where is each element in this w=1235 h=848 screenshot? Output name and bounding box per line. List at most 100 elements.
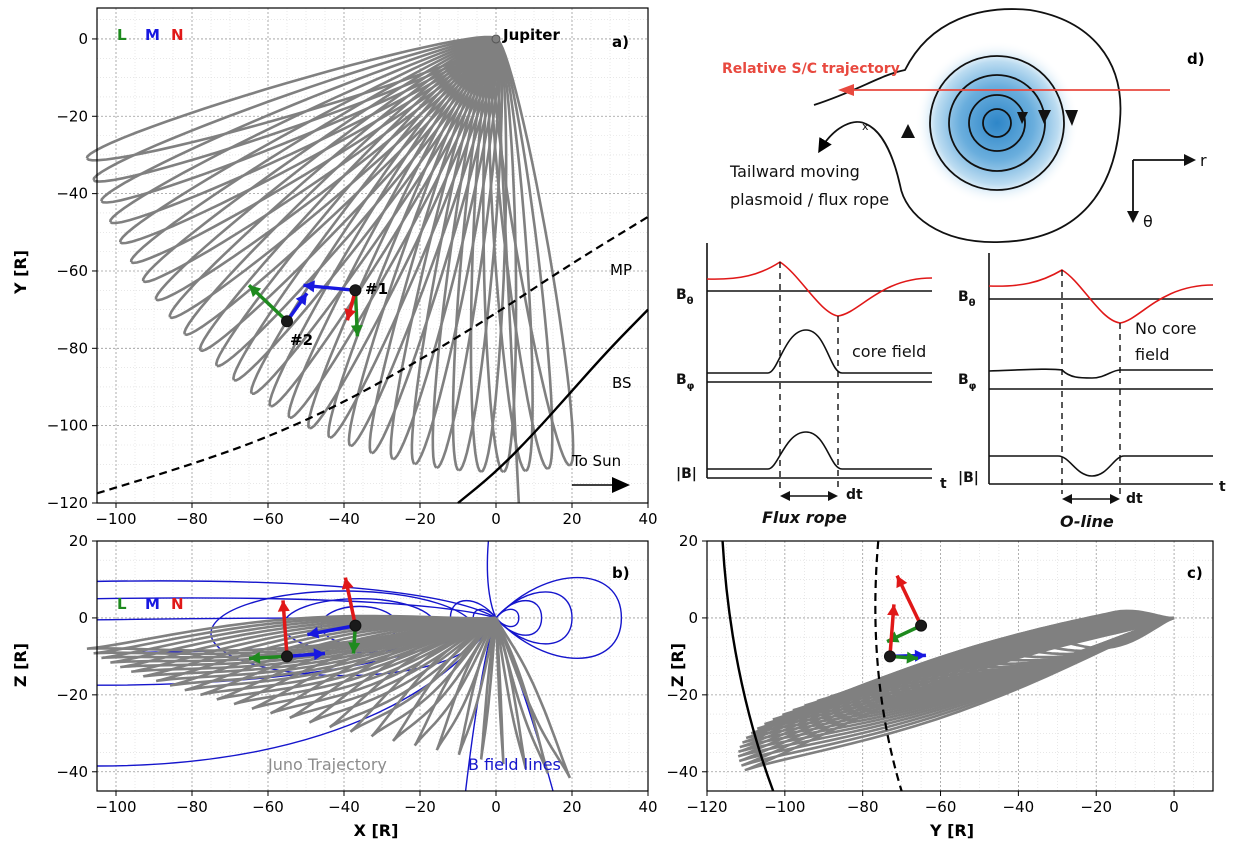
field-line (96, 580, 497, 619)
plasmoid-loop-0 (982, 108, 1012, 138)
x-tick-label: −60 (925, 798, 957, 816)
legend-M: M (145, 26, 160, 44)
ol-btheta-trace (988, 269, 1214, 324)
fr-btheta-trace (706, 261, 933, 317)
c-event2-n-head (887, 604, 900, 616)
c-event2-l-head (906, 651, 918, 664)
panel-c-label: c) (1187, 564, 1203, 582)
event-1-label: #1 (365, 280, 388, 298)
panel-c-magnetopause (874, 540, 903, 792)
y-tick-label: −100 (47, 417, 88, 435)
juno-orbit (479, 617, 498, 760)
panel-c-ticks: −120 −100 −80 −60 −40 −20 0 20 0 −20 −40 (666, 532, 1179, 816)
magnetopause-curve (96, 215, 649, 495)
event1-marker (349, 284, 362, 297)
y-tick-label: −60 (56, 262, 88, 280)
event2-l-head (249, 285, 262, 298)
ol-t-label: t (1219, 479, 1226, 495)
y-tick-label: −120 (47, 494, 88, 512)
trajectory-label: Relative S/C trajectory (722, 61, 900, 77)
bs-label: BS (612, 374, 632, 392)
juno-orbit (494, 617, 505, 765)
loop-arrow-4 (901, 124, 915, 138)
y-tick-label: −80 (56, 339, 88, 357)
theta-arrowhead (1127, 211, 1139, 223)
event2-marker (281, 315, 293, 328)
loop-arrow-1 (1065, 110, 1078, 126)
event1-n-head (344, 308, 357, 321)
b-event2-m-head (313, 648, 325, 661)
panel-a-ticks: −100 −80 −60 −40 −20 0 20 40 0 −20 −40 −60 −80 −100 −1… (47, 30, 658, 528)
x-tick-label: −20 (404, 798, 436, 816)
x-tick-label: −60 (252, 510, 284, 528)
legend-b-M: M (145, 595, 160, 613)
panel-c-ylabel: Z [R] (668, 643, 687, 687)
plasmoid-label-2: plasmoid / flux rope (730, 190, 889, 209)
panel-b-ticks: −100 −80 −60 −40 −20 0 20 40 20 0 −20 −40 (56, 532, 657, 816)
field-line (495, 577, 623, 659)
to-sun-arrowhead (612, 477, 630, 493)
x-tick-label: −120 (686, 798, 727, 816)
x-point-label: x (862, 120, 869, 133)
y-tick-label: 0 (688, 609, 698, 627)
panel-b-ylabel: Z [R] (11, 643, 30, 687)
x-tick-label: 40 (638, 510, 657, 528)
y-tick-label: −20 (666, 686, 698, 704)
field-line (96, 597, 497, 619)
juno-orbit-segment (494, 38, 521, 504)
field-line (495, 608, 520, 628)
x-tick-label: 20 (562, 798, 581, 816)
o-line-panel: dt t O-line Bθ Bφ |B| No core field (958, 253, 1226, 531)
y-tick-label: 20 (69, 532, 88, 550)
fr-bphi-label: Bφ (676, 372, 695, 392)
x-tick-label: 40 (638, 798, 657, 816)
fr-btheta-label: Bθ (676, 287, 694, 307)
ol-btheta-label: Bθ (958, 289, 976, 309)
plasmoid-core (915, 41, 1079, 205)
mp-label: MP (610, 261, 632, 279)
panel-b-xlabel: X [R] (354, 821, 399, 840)
fr-dt-label: dt (846, 487, 863, 503)
fr-dt-head-r (828, 491, 838, 501)
b-event2-marker (281, 650, 293, 663)
panel-b-orbits (86, 614, 572, 779)
y-tick-label: −40 (56, 763, 88, 781)
b-event1-marker (349, 619, 362, 632)
x-tick-label: −100 (95, 510, 136, 528)
c-event1-marker (915, 619, 928, 632)
juno-trajectory-label: Juno Trajectory (267, 755, 387, 774)
panel-c-orbits (737, 609, 1175, 772)
x-tick-label: −80 (847, 798, 879, 816)
fr-dt-head-l (780, 491, 790, 501)
to-sun-label: To Sun (571, 452, 621, 470)
panel-c-frame (706, 540, 1214, 792)
y-tick-label: −20 (56, 686, 88, 704)
panel-d-label: d) (1187, 50, 1205, 68)
panel-c-xlabel: Y [R] (929, 821, 974, 840)
y-tick-label: 0 (78, 30, 88, 48)
loop-arrow-3 (1017, 112, 1028, 124)
fr-bmag-label: |B| (676, 466, 697, 482)
plasmoid-loop-3 (929, 55, 1065, 191)
panel-b-lmn-vectors (248, 577, 362, 664)
x-tick-label: −100 (764, 798, 805, 816)
x-tick-label: 20 (562, 510, 581, 528)
legend-b-L: L (117, 595, 127, 613)
fr-title: Flux rope (762, 508, 847, 527)
x-tick-label: −20 (404, 510, 436, 528)
fr-bphi-trace (707, 329, 932, 374)
panel-a-lmn-vectors (247, 280, 363, 337)
x-tick-label: −40 (1003, 798, 1035, 816)
field-line (486, 540, 497, 619)
panel-a-label: a) (612, 33, 629, 51)
b-event2-n-head (277, 600, 290, 612)
event1-l-head (350, 325, 363, 337)
fr-t-label: t (940, 476, 947, 492)
x-tick-label: −40 (328, 798, 360, 816)
x-tick-label: 0 (491, 798, 501, 816)
ol-bmag-trace (989, 455, 1213, 477)
fr-bmag-trace (707, 431, 932, 470)
bow-shock-curve (457, 308, 649, 504)
y-tick-label: −20 (56, 107, 88, 125)
